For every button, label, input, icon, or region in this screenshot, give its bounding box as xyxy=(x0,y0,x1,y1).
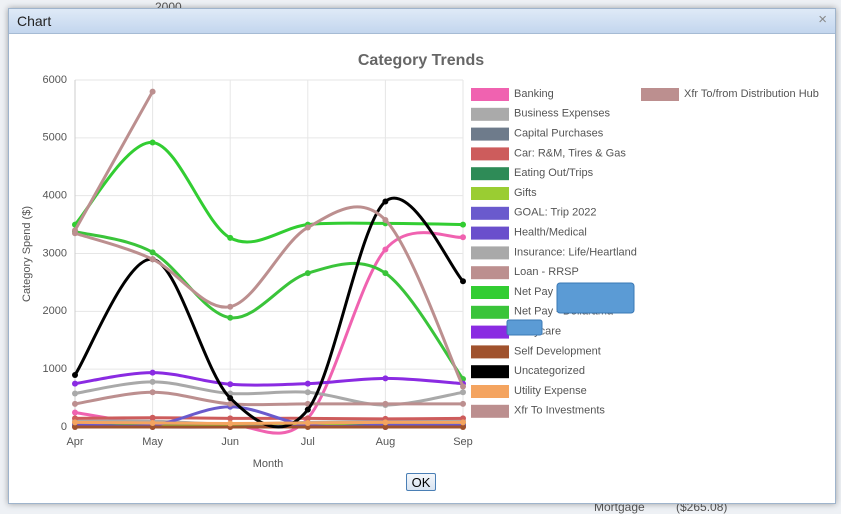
dialog: Chart × OK xyxy=(8,8,836,504)
ok-button[interactable]: OK xyxy=(406,473,436,491)
close-button[interactable]: × xyxy=(818,11,827,28)
title-bar: Chart × xyxy=(9,9,835,34)
dialog-title: Chart xyxy=(17,13,52,29)
